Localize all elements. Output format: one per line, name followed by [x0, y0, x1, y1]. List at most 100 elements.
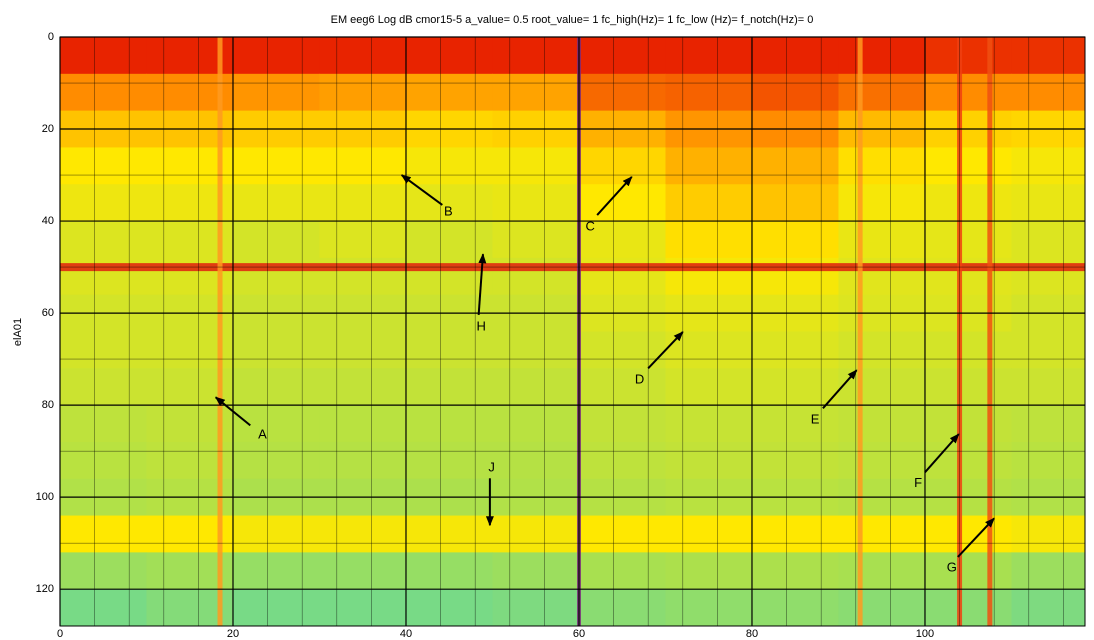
heatmap-cell	[492, 37, 579, 74]
heatmap-cell	[665, 147, 752, 184]
heatmap-cell	[925, 368, 1012, 405]
heatmap-cell	[752, 221, 839, 258]
heatmap-cell	[406, 74, 493, 111]
heatmap-cell	[838, 442, 925, 479]
heatmap-cell	[1011, 552, 1085, 589]
heatmap-cell	[233, 442, 320, 479]
heatmap-cell	[492, 368, 579, 405]
heatmap-cell	[579, 147, 666, 184]
heatmap-cell	[665, 368, 752, 405]
heatmap-cell	[319, 332, 406, 369]
x-tick-label: 20	[227, 628, 239, 640]
annotation-label: B	[444, 203, 453, 218]
heatmap-cell	[925, 147, 1012, 184]
heatmap-cell	[319, 368, 406, 405]
heatmap-cell	[60, 74, 147, 111]
heatmap-cell	[1011, 221, 1085, 258]
heatmap-cell	[319, 516, 406, 553]
annotation-label: C	[586, 218, 595, 233]
heatmap-cell	[492, 552, 579, 589]
heatmap-cell	[319, 221, 406, 258]
heatmap-cell	[752, 74, 839, 111]
heatmap-cell	[665, 442, 752, 479]
heatmap-cell	[1011, 74, 1085, 111]
heatmap-cell	[579, 589, 666, 626]
heatmap-cell	[752, 516, 839, 553]
heatmap-cell	[60, 368, 147, 405]
y-tick-label: 120	[36, 583, 54, 595]
heatmap-cell	[579, 405, 666, 442]
y-axis-label: elA01	[12, 318, 24, 346]
heatmap-cell	[752, 184, 839, 221]
heatmap-cell	[406, 442, 493, 479]
heatmap-cell	[925, 516, 1012, 553]
heatmap-cell	[60, 405, 147, 442]
heatmap-cell	[406, 368, 493, 405]
x-tick-label: 60	[573, 628, 585, 640]
heatmap-cell	[665, 516, 752, 553]
heatmap-cell	[752, 332, 839, 369]
heatmap-cell	[665, 552, 752, 589]
heatmap-cell	[752, 368, 839, 405]
heatmap-cell	[60, 442, 147, 479]
heatmap-cell	[60, 332, 147, 369]
heatmap-cell	[925, 332, 1012, 369]
y-tick-label: 0	[48, 31, 54, 43]
heatmap-cell	[406, 147, 493, 184]
heatmap-cell	[1011, 442, 1085, 479]
heatmap-cell	[406, 552, 493, 589]
y-tick-label: 20	[42, 123, 54, 135]
heatmap-cell	[60, 221, 147, 258]
heatmap-cell	[925, 37, 1012, 74]
heatmap-cell	[319, 37, 406, 74]
heatmap-cell	[752, 37, 839, 74]
heatmap-cell	[665, 221, 752, 258]
heatmap-cell	[1011, 147, 1085, 184]
y-tick-label: 80	[42, 399, 54, 411]
heatmap-cell	[752, 405, 839, 442]
x-tick-label: 40	[400, 628, 412, 640]
heatmap-cell	[1011, 405, 1085, 442]
heatmap-cell	[752, 552, 839, 589]
y-tick-label: 60	[42, 307, 54, 319]
heatmap-cell	[233, 589, 320, 626]
heatmap-cell	[579, 368, 666, 405]
heatmap-cell	[838, 552, 925, 589]
heatmap-cell	[925, 221, 1012, 258]
heatmap-cell	[492, 516, 579, 553]
heatmap-cell	[319, 74, 406, 111]
heatmap-cell	[406, 37, 493, 74]
heatmap-cell	[925, 552, 1012, 589]
heatmap-cell	[579, 74, 666, 111]
heatmap-cell	[233, 405, 320, 442]
heatmap-cell	[233, 221, 320, 258]
heatmap-cell	[579, 552, 666, 589]
annotation-label: D	[635, 372, 644, 387]
annotation-label: E	[811, 412, 820, 427]
heatmap-cell	[838, 74, 925, 111]
heatmap-cell	[319, 147, 406, 184]
heatmap-cell	[492, 589, 579, 626]
x-tick-label: 0	[57, 628, 63, 640]
heatmap-cell	[665, 184, 752, 221]
heatmap-cell	[752, 147, 839, 184]
x-tick-label: 100	[916, 628, 934, 640]
heatmap-cell	[406, 589, 493, 626]
heatmap-cell	[838, 221, 925, 258]
heatmap-cell	[579, 37, 666, 74]
heatmap-cell	[319, 589, 406, 626]
x-tick-label: 80	[746, 628, 758, 640]
heatmap-cell	[838, 589, 925, 626]
heatmap-cell	[492, 184, 579, 221]
heatmap-cell	[492, 332, 579, 369]
heatmap-cell	[319, 184, 406, 221]
heatmap-cell	[60, 516, 147, 553]
heatmap-cell	[492, 74, 579, 111]
heatmap-cell	[925, 184, 1012, 221]
heatmap-cell	[579, 184, 666, 221]
heatmap-cell	[752, 442, 839, 479]
heatmap-cell	[925, 405, 1012, 442]
heatmap-cell	[838, 147, 925, 184]
heatmap-cell	[60, 589, 147, 626]
heatmap-cell	[579, 516, 666, 553]
